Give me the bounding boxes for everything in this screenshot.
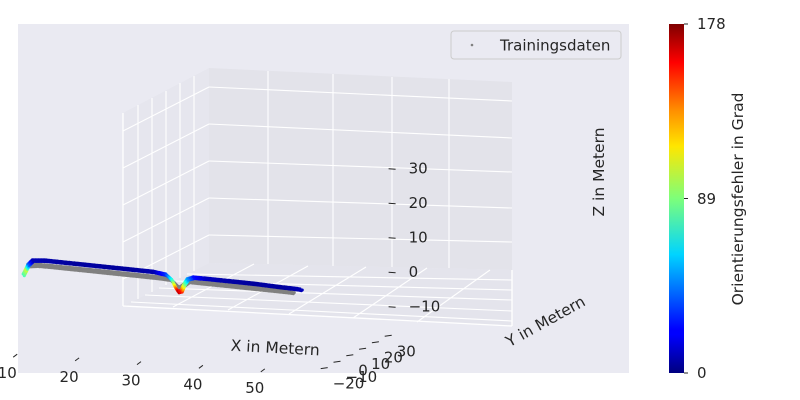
z-tick-label: 20	[409, 194, 428, 212]
x-tick-mark	[136, 361, 142, 366]
y-tick-mark	[333, 360, 341, 363]
x-tick-mark	[198, 364, 204, 369]
z-axis-label: Z in Metern	[590, 127, 608, 216]
data-layer	[21, 258, 304, 296]
training-point	[292, 291, 296, 295]
colorbar-label: Orientierungsfehler in Grad	[729, 93, 747, 306]
y-tick-label: −20	[333, 375, 365, 393]
x-tick-label: 40	[183, 375, 202, 393]
y-tick-mark	[346, 354, 354, 357]
z-tick-label: 30	[409, 160, 428, 178]
colorbar-tick-label-mid: 89	[697, 190, 716, 208]
x-tick-label: 30	[121, 372, 140, 390]
legend-frame	[450, 30, 622, 60]
legend-label: Trainingsdaten	[499, 37, 610, 55]
x-tick-mark	[12, 353, 18, 358]
x-tick-mark	[74, 357, 80, 362]
y-tick-mark	[384, 334, 392, 337]
z-tick-label: −10	[409, 298, 441, 316]
x-tick-mark	[260, 368, 266, 373]
x-tick-label: 10	[0, 364, 17, 382]
colorbar-tick-label-min: 0	[697, 364, 707, 382]
legend: Trainingsdaten	[450, 30, 622, 60]
colorbar-gradient	[669, 24, 684, 373]
y-tick-label: 0	[358, 362, 368, 380]
legend-marker	[470, 43, 474, 47]
x-axis-label: X in Metern	[230, 337, 320, 360]
tick-marks	[12, 168, 396, 373]
colorbar: 178 89 0 Orientierungsfehler in Grad	[669, 15, 747, 382]
y-tick-label: −10	[346, 368, 378, 386]
colorbar-tick-label-max: 178	[697, 15, 726, 33]
x-tick-label: 20	[60, 368, 79, 386]
error-point	[300, 288, 304, 292]
back-pane	[209, 68, 512, 270]
y-tick-mark	[320, 367, 328, 370]
y-tick-label: 20	[384, 349, 403, 367]
x-tick-label: 50	[245, 379, 264, 397]
z-tick-label: 0	[409, 263, 419, 281]
z-tick-mark	[388, 237, 396, 239]
z-tick-mark	[388, 202, 396, 205]
y-tick-mark	[371, 341, 379, 344]
z-tick-mark	[388, 306, 396, 308]
y-tick-label: 30	[397, 342, 416, 360]
z-tick-mark	[388, 271, 396, 274]
y-tick-mark	[359, 347, 367, 350]
y-tick-label: 10	[371, 355, 390, 373]
z-tick-label: 10	[409, 229, 428, 247]
grid-lines	[122, 71, 513, 323]
z-tick-mark	[388, 168, 396, 170]
